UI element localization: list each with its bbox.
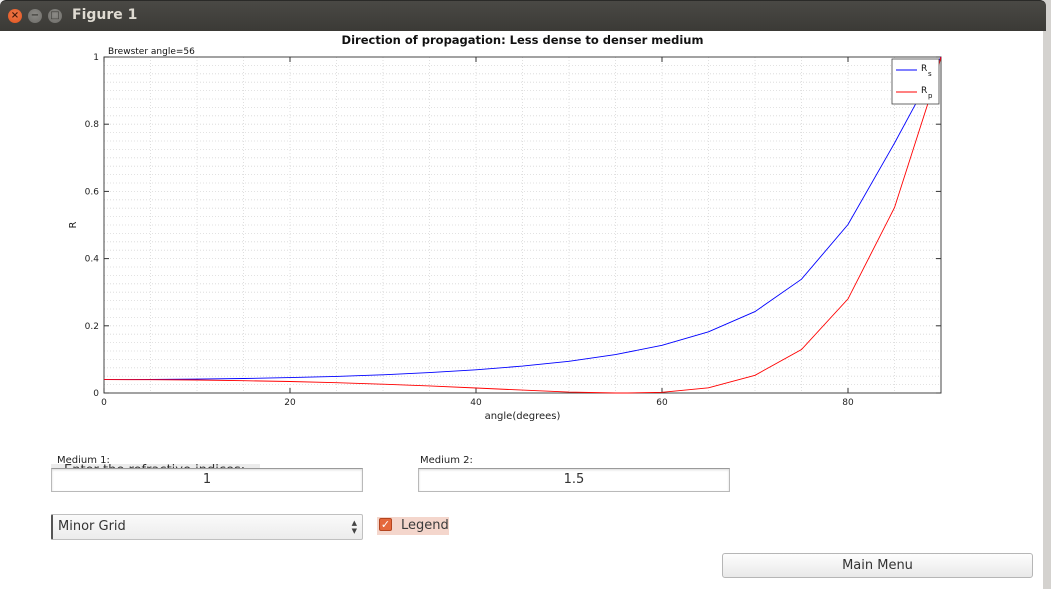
minimize-icon[interactable]: − — [28, 9, 42, 23]
series-line-rp — [103, 56, 942, 394]
chart-title: Direction of propagation: Less dense to … — [342, 33, 704, 47]
legend-toggle[interactable]: ✓ Legend — [377, 517, 449, 535]
legend-checkbox-label: Legend — [401, 518, 449, 533]
y-tick-label: 0.8 — [85, 120, 100, 130]
y-tick-label: 0.4 — [85, 255, 100, 265]
medium2-label: Medium 2: — [420, 455, 473, 466]
x-tick-label: 40 — [470, 398, 482, 408]
y-tick-label: 1 — [93, 53, 99, 63]
y-tick-label: 0.2 — [85, 322, 99, 332]
legend-box — [891, 58, 940, 105]
chart: 0 20 40 60 80 0 0.2 0.4 0.6 0.8 1 Direction of prop… — [68, 33, 942, 422]
y-tick-label: 0 — [93, 389, 99, 399]
x-tick-label: 20 — [284, 398, 296, 408]
legend-label-rp: R — [921, 86, 927, 96]
medium1-label: Medium 1: — [57, 455, 110, 466]
window-titlebar[interactable]: × − □ Figure 1 — [0, 0, 1046, 31]
legend-sub-rp: p — [928, 92, 933, 100]
main-menu-button[interactable]: Main Menu — [722, 553, 1033, 578]
x-tick-label: 0 — [101, 398, 107, 408]
series-line-rs — [103, 56, 942, 381]
y-tick-label: 0.6 — [85, 187, 100, 197]
legend-label-rs: R — [921, 64, 927, 74]
legend-sub-rs: s — [928, 70, 932, 78]
x-tick-label: 60 — [656, 398, 668, 408]
close-icon[interactable]: × — [8, 9, 22, 23]
plot-frame — [103, 56, 942, 394]
legend-checkbox[interactable]: ✓ — [379, 518, 392, 531]
x-tick-label: 80 — [842, 398, 854, 408]
window-title: Figure 1 — [72, 7, 138, 23]
grid-select[interactable]: Minor Grid ▲ ▼ — [51, 514, 363, 540]
x-axis-label: angle(degrees) — [485, 411, 561, 422]
brewster-annotation: Brewster angle=56 — [108, 47, 195, 57]
y-axis-label: R — [68, 221, 79, 228]
desktop-background — [1043, 0, 1051, 589]
grid-select-value: Minor Grid — [58, 519, 126, 534]
figure-area: 0 20 40 60 80 0 0.2 0.4 0.6 0.8 1 Direction of prop… — [0, 31, 1043, 589]
maximize-icon[interactable]: □ — [48, 9, 62, 23]
medium1-input[interactable]: 1 — [51, 468, 363, 492]
medium2-input[interactable]: 1.5 — [418, 468, 730, 492]
chevron-updown-icon: ▲ ▼ — [351, 519, 357, 535]
